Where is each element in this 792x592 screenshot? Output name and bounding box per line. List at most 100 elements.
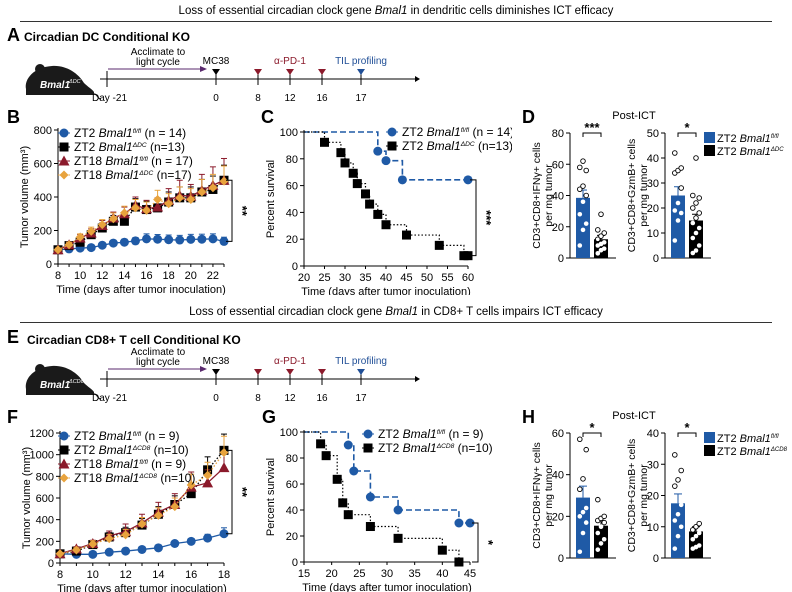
panel-label-c: C [261,107,274,127]
y-tick-label: 20 [647,491,659,503]
data-point [696,243,702,248]
x-tick-label: 35 [409,568,421,580]
significance-bracket [582,132,602,137]
acclimate-arrowhead [200,66,207,72]
event-day: 16 [316,93,328,104]
mouse-icon [25,364,102,400]
data-point [595,547,601,552]
x-tick-label: 14 [152,569,164,581]
data-point [170,502,180,512]
y-axis-label: CD3+CD8+GzmB+ cells [626,439,638,553]
data-point [672,452,678,458]
legend-marker [59,128,69,138]
event-day: 0 [213,393,219,404]
data-point [672,238,678,243]
y-tick-label: 20 [647,203,659,215]
legend-marker [58,155,70,166]
data-point [434,240,444,250]
data-point [352,179,362,189]
data-point [121,546,131,556]
event-marker-icon [357,69,365,75]
y-tick-label: 30 [647,459,659,471]
y-tick-label: 0 [653,253,659,265]
timeline-arrowhead [415,76,420,82]
data-point [601,230,607,236]
mouse-ear [35,364,45,374]
y-tick-label: 40 [286,207,298,219]
data-point [696,210,702,216]
y-tick-label: 40 [647,153,659,165]
data-point [336,148,346,158]
data-point [71,545,81,555]
bar-subplot-0: 0 20 40 60 CD3+CD8+IFNγ+ cells per mg tumor * [531,420,616,565]
data-point [164,235,174,245]
legend-label: ZT2 Bmal1fl/fl (n = 14) [402,125,512,139]
data-point [104,547,114,557]
significance-stars: * [589,420,595,435]
chart-f-tumor-volume-cd8: 0 200 400 600 800 1000 1200 8 10 12 14 16 18 Time (da… [21,428,250,592]
data-point [690,235,696,241]
y-tick-label: 0 [292,557,298,569]
x-axis-label: Time (days after tumor inoculation) [57,583,227,592]
data-point [186,489,196,499]
data-point [137,544,147,554]
data-point [219,529,229,539]
data-point [598,524,604,530]
data-point [437,545,447,555]
data-point [577,186,583,192]
data-point [175,235,185,245]
data-point [465,518,475,528]
legend-marker [59,170,69,180]
y-tick-label: 80 [552,128,564,140]
data-point [97,240,107,250]
data-point [672,208,678,213]
y-tick-label: 0 [653,553,659,565]
data-point [365,199,375,209]
x-tick-label: 40 [436,568,448,580]
bar [671,503,685,558]
data-point [153,543,163,553]
data-point [693,533,699,539]
data-point [577,436,583,443]
legend-label: ZT2 Bmal1fl/fl (n = 9) [74,429,179,443]
data-point [153,195,163,205]
banner-text: Loss of essential circadian clock gene [189,306,386,318]
significance-bracket [677,432,697,437]
data-point [86,243,96,253]
y-tick-label: 600 [36,493,54,505]
data-point [583,520,589,525]
data-point [580,158,586,164]
y-axis-label: Percent survival [265,458,277,536]
data-point [601,513,607,520]
mouse-label: Bmal1 [40,380,70,391]
significance-stars: *** [479,210,494,226]
data-point [130,236,140,246]
x-tick-label: 16 [185,569,197,581]
data-point [365,522,375,532]
x-tick-label: 30 [339,272,351,284]
data-point [696,225,702,231]
legend-marker [387,127,397,137]
series-1 [304,131,473,261]
data-point [393,505,403,515]
data-point [690,527,696,533]
panel-a-title: Circadian DC Conditional KO [24,30,191,44]
y-tick-label: 30 [647,178,659,190]
section-banner-cd8: Loss of essential circadian clock gene B… [20,306,772,323]
y-tick-label: 20 [552,222,564,234]
series-0 [304,131,473,185]
series-3 [53,165,229,255]
y-tick-label: 40 [552,191,564,203]
significance-bracket [226,179,233,242]
section-banner-dc: Loss of essential circadian clock gene B… [20,5,772,22]
event-day: 17 [355,393,367,404]
y-axis-label: per mg tumor [543,164,555,227]
acclimate-label: Acclimate to [131,347,186,358]
data-point [208,234,218,244]
x-tick-label: 12 [96,270,108,282]
data-point [577,514,583,519]
banner-text-end: in dendritic cells diminishes ICT effica… [407,5,614,17]
data-point [693,200,699,206]
event-marker-icon [286,69,294,75]
